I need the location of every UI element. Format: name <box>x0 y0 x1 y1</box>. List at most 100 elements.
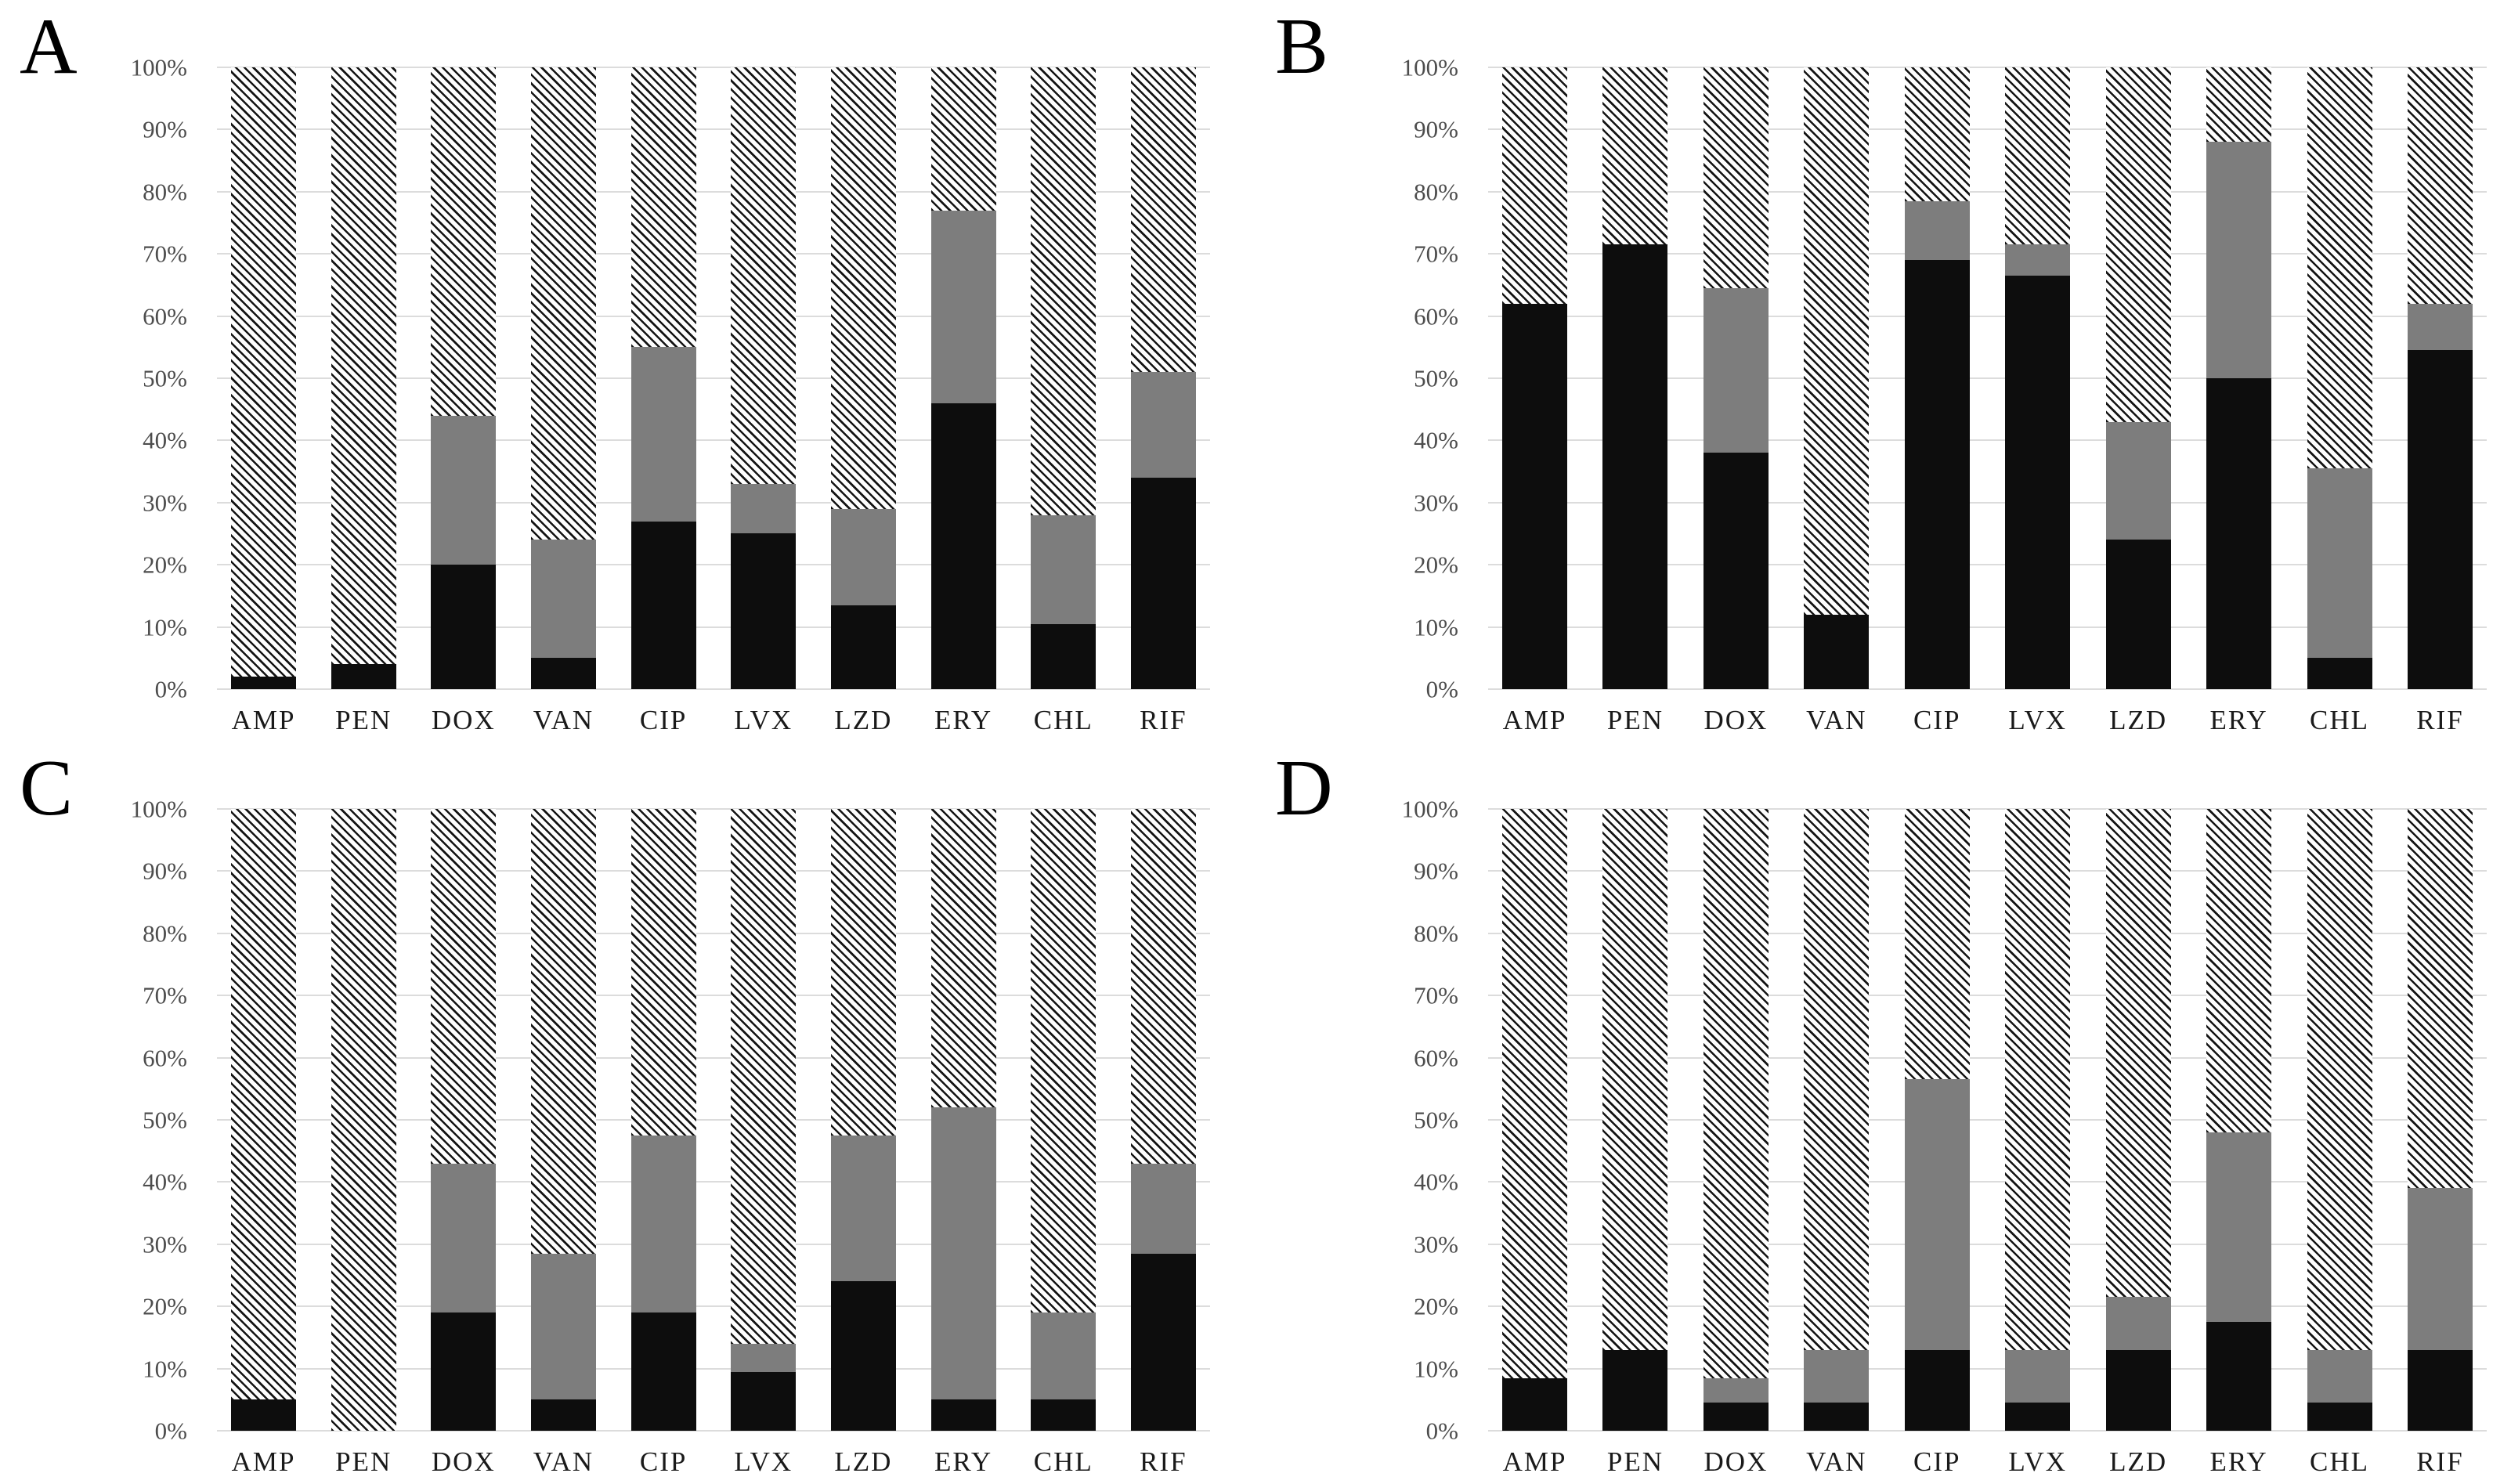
y-tick-label: 10% <box>143 613 187 641</box>
bar-segment-hatched <box>2105 67 2171 422</box>
gridline <box>217 128 1210 131</box>
y-tick-label: 20% <box>143 1292 187 1320</box>
gridline <box>217 995 1210 997</box>
x-category-label: AMP <box>1502 1446 1567 1477</box>
y-tick-label: 60% <box>143 302 187 330</box>
bar-segment-black <box>830 1281 896 1431</box>
x-category-label: RIF <box>2416 705 2464 735</box>
bar-segment-black <box>1502 1377 1567 1431</box>
bar-segment-hatched <box>431 809 497 1164</box>
gridline <box>1488 688 2487 690</box>
x-category-label: ERY <box>934 705 993 735</box>
gridline <box>217 626 1210 628</box>
bar-segment-gray <box>1130 372 1196 478</box>
gridline <box>217 1119 1210 1121</box>
bar-d-chl: CHL <box>2307 809 2372 1475</box>
bar-segment-black <box>2206 377 2272 689</box>
bar-segment-hatched <box>530 809 596 1254</box>
bar-b-lzd: LZD <box>2105 67 2171 734</box>
bar-segment-hatched <box>731 67 797 484</box>
bar-segment-gray <box>2206 142 2272 378</box>
bar-segment-black <box>1031 1399 1097 1431</box>
bar-segment-gray <box>2206 1132 2272 1323</box>
bar-segment-gray <box>2307 1349 2372 1403</box>
bar-segment-gray <box>1703 1377 1769 1403</box>
bars: AMP PEN DOX VAN CIP LVX LZD ERY CHL RIF <box>1488 67 2487 734</box>
y-tick-label: 50% <box>143 1106 187 1134</box>
bar-segment-black <box>530 658 596 689</box>
x-category-label: CHL <box>1033 705 1093 735</box>
x-category-label: PEN <box>335 705 392 735</box>
bar-c-ery: ERY <box>930 809 996 1475</box>
bar-segment-hatched <box>2206 67 2272 143</box>
bar-segment-hatched <box>231 809 296 1400</box>
y-tick-label: 40% <box>143 426 187 454</box>
bar-c-van: VAN <box>530 809 596 1475</box>
gridline <box>217 315 1210 317</box>
y-tick-label: 30% <box>1414 1230 1458 1258</box>
bar-segment-black <box>2407 350 2473 689</box>
gridline <box>217 932 1210 934</box>
gridline <box>1488 870 2487 872</box>
gridline <box>1488 932 2487 934</box>
bar-c-lzd: LZD <box>830 809 896 1475</box>
bar-b-ery: ERY <box>2206 67 2272 734</box>
panel-a: A AMP PEN DOX VAN CIP LVX LZD ERY CHL RIF 0% 10% 20… <box>0 0 1256 742</box>
bar-segment-black <box>630 1312 696 1431</box>
gridline <box>1488 808 2487 810</box>
bar-segment-black <box>431 565 497 689</box>
x-category-label: RIF <box>1140 705 1187 735</box>
gridline <box>217 253 1210 255</box>
bar-segment-gray <box>1031 515 1097 624</box>
y-tick-label: 100% <box>130 53 187 81</box>
bar-segment-black <box>930 403 996 689</box>
bar-segment-hatched <box>2407 809 2473 1189</box>
y-tick-label: 40% <box>143 1168 187 1196</box>
bar-c-lvx: LVX <box>731 809 797 1475</box>
bar-segment-gray <box>731 1343 797 1372</box>
bar-segment-hatched <box>630 809 696 1136</box>
gridline <box>1488 995 2487 997</box>
bar-d-cip: CIP <box>1904 809 1970 1475</box>
y-tick-label: 60% <box>1414 302 1458 330</box>
x-category-label: PEN <box>1606 705 1664 735</box>
x-category-label: CIP <box>1913 1446 1961 1477</box>
x-category-label: CHL <box>2310 1446 2369 1477</box>
y-tick-label: 100% <box>1401 53 1458 81</box>
x-category-label: AMP <box>231 1446 296 1477</box>
bar-segment-black <box>1904 260 1970 689</box>
gridline <box>217 688 1210 690</box>
y-tick-label: 0% <box>154 1417 187 1445</box>
y-tick-label: 60% <box>143 1044 187 1072</box>
gridline <box>1488 1119 2487 1121</box>
x-category-label: DOX <box>431 1446 496 1477</box>
y-tick-label: 80% <box>1414 919 1458 948</box>
x-category-label: VAN <box>533 705 594 735</box>
bars: AMP PEN DOX VAN CIP LVX LZD ERY CHL RIF <box>1488 809 2487 1475</box>
bar-segment-hatched <box>2307 67 2372 469</box>
x-category-label: RIF <box>1140 1446 1187 1477</box>
gridline <box>1488 1243 2487 1245</box>
y-tick-label: 50% <box>1414 364 1458 392</box>
bar-segment-hatched <box>1130 809 1196 1164</box>
bar-b-dox: DOX <box>1703 67 1769 734</box>
gridline <box>217 870 1210 872</box>
bar-a-dox: DOX <box>431 67 497 734</box>
x-category-label: CIP <box>639 705 688 735</box>
bar-segment-black <box>2206 1322 2272 1431</box>
bar-b-amp: AMP <box>1502 67 1567 734</box>
x-category-label: PEN <box>335 1446 392 1477</box>
panel-letter-c: C <box>20 744 74 832</box>
bar-d-lvx: LVX <box>2005 809 2071 1475</box>
bar-c-pen: PEN <box>331 809 396 1475</box>
gridline <box>217 1056 1210 1059</box>
x-category-label: CHL <box>1033 1446 1093 1477</box>
plot-area: AMP PEN DOX VAN CIP LVX LZD ERY CHL RIF 0% 10% 20% 3… <box>1402 797 2487 1475</box>
gridline <box>1488 190 2487 193</box>
gridline <box>217 439 1210 442</box>
bar-segment-hatched <box>2005 809 2071 1350</box>
x-category-label: ERY <box>2209 1446 2268 1477</box>
bar-segment-hatched <box>2307 809 2372 1350</box>
gridline <box>1488 626 2487 628</box>
bar-segment-black <box>1804 1403 1870 1431</box>
